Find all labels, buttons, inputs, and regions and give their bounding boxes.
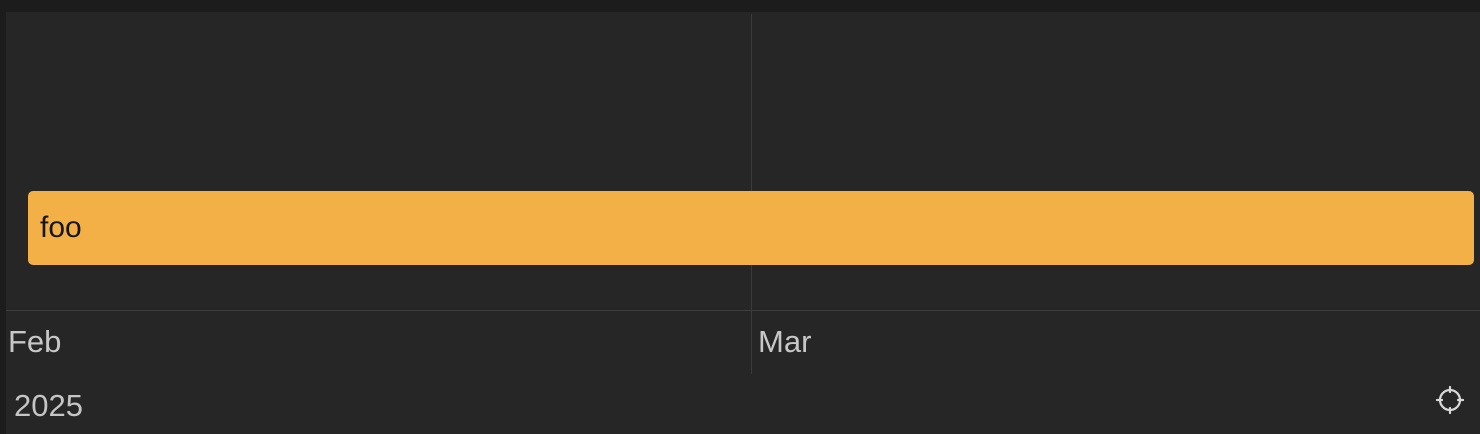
left-edge <box>0 12 6 434</box>
top-strip <box>0 0 1480 12</box>
timeline-canvas[interactable] <box>6 12 1480 310</box>
recenter-button[interactable] <box>1434 384 1466 416</box>
crosshair-icon <box>1435 385 1465 415</box>
month-label-feb: Feb <box>8 324 62 359</box>
axis-divider-line <box>6 310 1480 311</box>
timeline-axis <box>6 311 1480 434</box>
month-label-mar: Mar <box>758 324 812 359</box>
event-label: foo <box>40 211 82 244</box>
year-label: 2025 <box>14 388 83 423</box>
timeline-event-bar[interactable]: foo <box>28 191 1474 265</box>
